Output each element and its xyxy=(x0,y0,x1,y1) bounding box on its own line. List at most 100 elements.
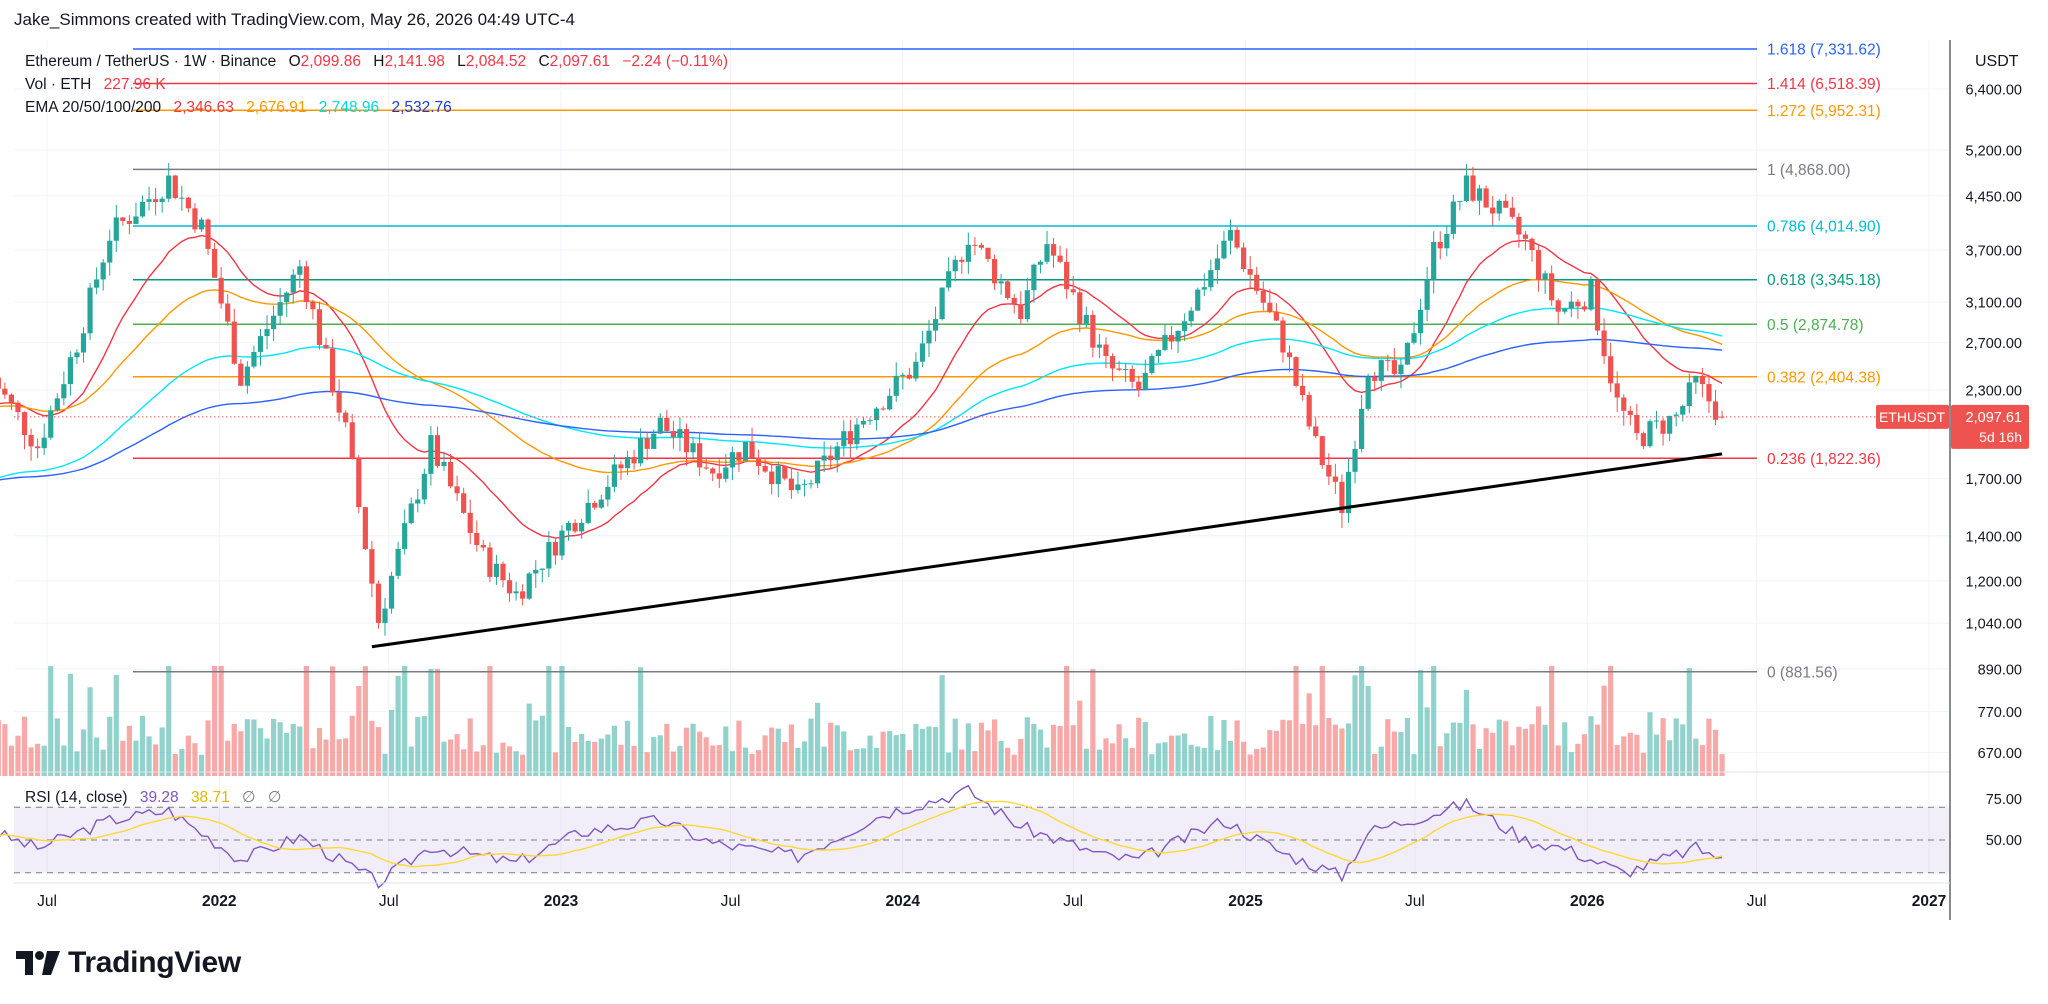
candle[interactable] xyxy=(1693,375,1699,394)
candle[interactable] xyxy=(769,463,775,495)
candle[interactable] xyxy=(736,451,742,472)
candle[interactable] xyxy=(841,420,847,457)
candle[interactable] xyxy=(913,352,919,382)
candle[interactable] xyxy=(814,460,821,489)
candle[interactable] xyxy=(710,467,716,482)
candle[interactable] xyxy=(480,539,486,552)
candle[interactable] xyxy=(80,327,87,363)
candle[interactable] xyxy=(185,196,191,213)
candle[interactable] xyxy=(1149,353,1155,375)
candle[interactable] xyxy=(873,406,880,431)
candle[interactable] xyxy=(48,405,54,440)
candle[interactable] xyxy=(1162,324,1168,352)
candle[interactable] xyxy=(1332,463,1338,494)
candle[interactable] xyxy=(1640,431,1647,449)
candle[interactable] xyxy=(1313,417,1319,439)
candle[interactable] xyxy=(605,475,611,507)
candle[interactable] xyxy=(1083,306,1089,328)
candle[interactable] xyxy=(638,428,644,467)
candle[interactable] xyxy=(1070,275,1076,296)
candle[interactable] xyxy=(277,287,283,326)
candle[interactable] xyxy=(74,349,80,364)
candle[interactable] xyxy=(1653,410,1660,429)
candle[interactable] xyxy=(1254,266,1260,295)
candle[interactable] xyxy=(729,446,735,481)
candle[interactable] xyxy=(349,414,355,460)
candle[interactable] xyxy=(474,520,480,552)
candle[interactable] xyxy=(159,196,165,213)
candle[interactable] xyxy=(1064,248,1070,299)
candle[interactable] xyxy=(1568,291,1574,318)
candle[interactable] xyxy=(1391,347,1397,378)
candle[interactable] xyxy=(1011,294,1017,314)
candle[interactable] xyxy=(716,459,722,489)
candle[interactable] xyxy=(690,437,696,458)
candle[interactable] xyxy=(1241,242,1247,272)
candle[interactable] xyxy=(461,487,467,515)
candle[interactable] xyxy=(906,367,912,380)
candle[interactable] xyxy=(1273,303,1279,321)
candle[interactable] xyxy=(493,554,500,585)
candle[interactable] xyxy=(441,453,447,471)
candle[interactable] xyxy=(1522,231,1529,251)
candle[interactable] xyxy=(900,372,906,390)
candle[interactable] xyxy=(434,426,441,468)
candle[interactable] xyxy=(1608,342,1614,393)
candle[interactable] xyxy=(1326,453,1332,486)
candle[interactable] xyxy=(1339,474,1345,528)
candle[interactable] xyxy=(388,571,395,614)
candle[interactable] xyxy=(559,525,565,560)
candle[interactable] xyxy=(1594,277,1601,336)
candle[interactable] xyxy=(270,305,277,341)
candle[interactable] xyxy=(631,449,637,470)
candle[interactable] xyxy=(447,453,454,489)
candle[interactable] xyxy=(0,370,1,390)
candle[interactable] xyxy=(87,282,93,340)
candle[interactable] xyxy=(978,242,985,250)
candle[interactable] xyxy=(513,581,519,601)
candle[interactable] xyxy=(1103,337,1109,369)
candle[interactable] xyxy=(1352,440,1358,484)
candle[interactable] xyxy=(107,229,113,276)
candle[interactable] xyxy=(1686,373,1692,414)
candle[interactable] xyxy=(310,299,316,320)
candle[interactable] xyxy=(683,423,690,466)
candle[interactable] xyxy=(179,185,185,211)
candle[interactable] xyxy=(1444,225,1450,257)
candle[interactable] xyxy=(362,506,368,551)
candle[interactable] xyxy=(1280,316,1286,363)
candle[interactable] xyxy=(1188,307,1194,327)
candle[interactable] xyxy=(946,257,952,292)
candle[interactable] xyxy=(1476,184,1483,215)
candle[interactable] xyxy=(251,345,257,369)
candle[interactable] xyxy=(290,269,296,304)
candle[interactable] xyxy=(120,217,126,226)
candle[interactable] xyxy=(919,330,926,367)
candle[interactable] xyxy=(1634,403,1640,441)
candle[interactable] xyxy=(402,509,408,555)
candle[interactable] xyxy=(703,458,709,470)
candle[interactable] xyxy=(487,542,493,583)
candle[interactable] xyxy=(454,475,460,502)
candle[interactable] xyxy=(1581,301,1588,312)
candle[interactable] xyxy=(552,537,559,565)
candle[interactable] xyxy=(644,431,650,461)
candle[interactable] xyxy=(657,413,663,435)
candle[interactable] xyxy=(1509,196,1515,219)
candle[interactable] xyxy=(952,255,958,282)
candle[interactable] xyxy=(1208,259,1214,292)
candle[interactable] xyxy=(218,267,224,309)
candle[interactable] xyxy=(1247,256,1253,290)
candle[interactable] xyxy=(1195,287,1201,312)
candle[interactable] xyxy=(1358,394,1365,453)
candle[interactable] xyxy=(867,417,873,425)
candle[interactable] xyxy=(991,254,998,290)
candle[interactable] xyxy=(834,442,840,473)
candle[interactable] xyxy=(932,306,939,342)
candle[interactable] xyxy=(1562,308,1568,315)
candle[interactable] xyxy=(572,519,578,534)
candle[interactable] xyxy=(533,560,539,588)
candle[interactable] xyxy=(369,541,375,598)
candle[interactable] xyxy=(795,471,801,494)
